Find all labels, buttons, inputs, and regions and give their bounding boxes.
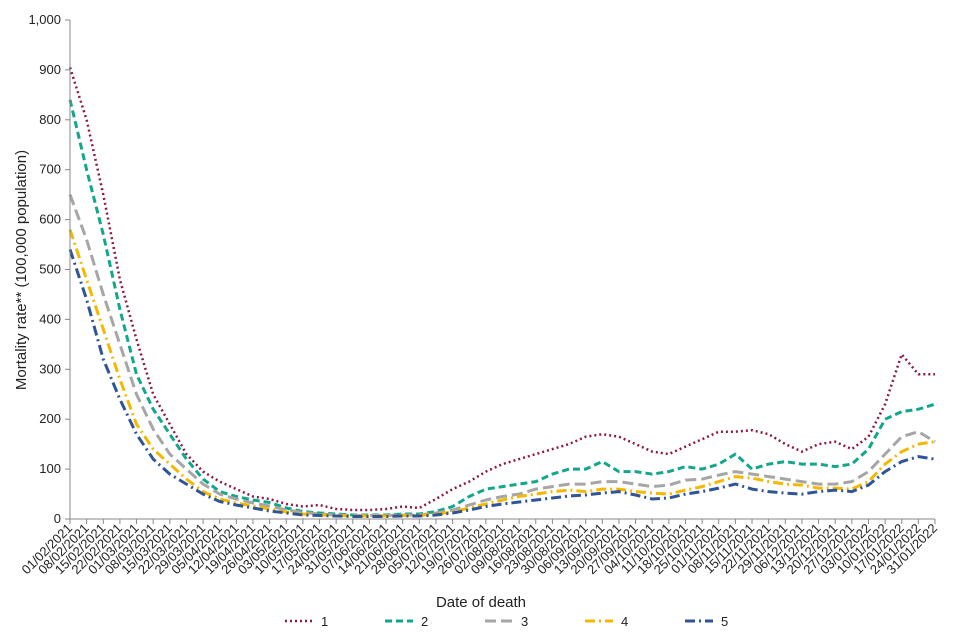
legend-label-3: 3 <box>521 614 528 629</box>
y-tick-label: 0 <box>54 511 61 526</box>
y-tick-label: 300 <box>39 361 61 376</box>
y-tick-label: 800 <box>39 112 61 127</box>
legend-label-2: 2 <box>421 614 428 629</box>
series-line-5 <box>68 249 936 518</box>
legend-item-3: 3 <box>485 614 528 629</box>
x-axis-title: Date of death <box>436 594 526 611</box>
legend-label-4: 4 <box>621 614 628 629</box>
legend-item-2: 2 <box>385 614 428 629</box>
legend-item-4: 4 <box>585 614 628 629</box>
y-tick-label: 200 <box>39 411 61 426</box>
plot-area <box>68 67 936 518</box>
y-tick-label: 900 <box>39 62 61 77</box>
series-line-2 <box>68 99 936 517</box>
y-tick-label: 100 <box>39 461 61 476</box>
axes: 01002003004005006007008009001,00001/02/2… <box>18 12 940 577</box>
y-tick-label: 700 <box>39 162 61 177</box>
y-tick-label: 400 <box>39 311 61 326</box>
legend-item-5: 5 <box>685 614 728 629</box>
legend-item-1: 1 <box>285 614 328 629</box>
series-line-1 <box>68 67 935 512</box>
y-tick-label: 500 <box>39 262 61 277</box>
legend-label-1: 1 <box>321 614 328 629</box>
y-tick-label: 1,000 <box>28 12 61 27</box>
series-line-3 <box>68 194 936 517</box>
series-line-4 <box>68 229 936 518</box>
y-tick-label: 600 <box>39 212 61 227</box>
y-axis-title: Mortality rate** (100,000 population) <box>13 150 30 390</box>
legend: 1 2 3 4 5 <box>285 614 728 629</box>
legend-label-5: 5 <box>721 614 728 629</box>
